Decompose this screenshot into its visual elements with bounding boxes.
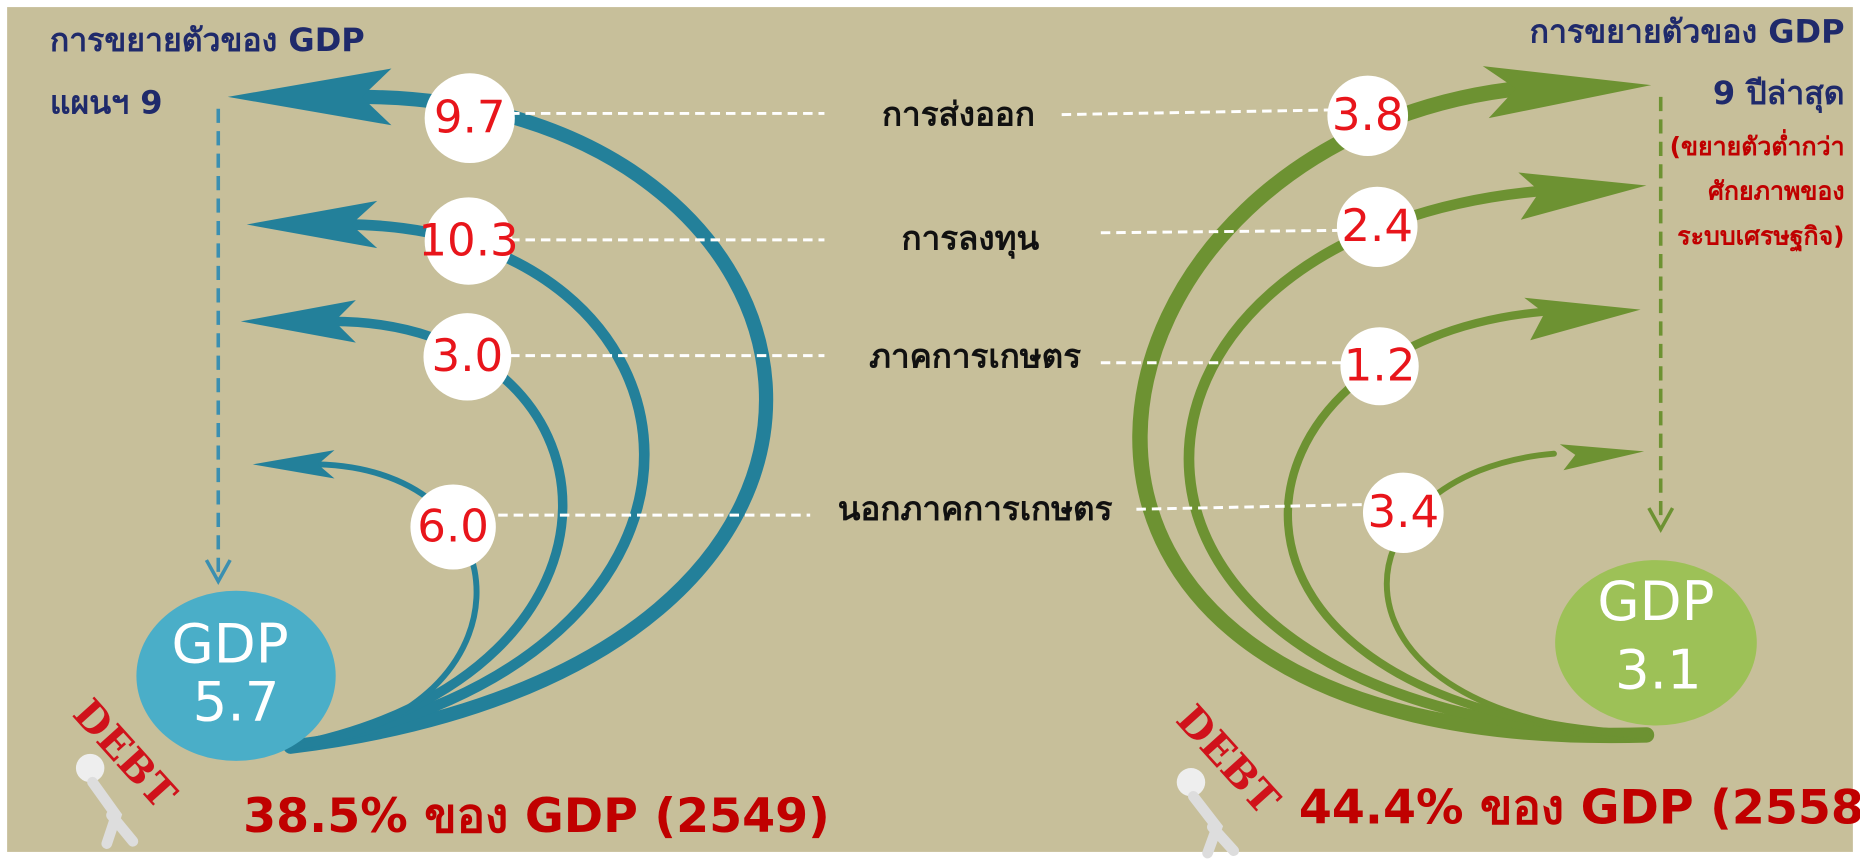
left-subtitle: แผนฯ 9 bbox=[50, 83, 163, 121]
value-circle bbox=[410, 484, 496, 570]
value-circle bbox=[423, 313, 512, 401]
value-circle bbox=[1327, 75, 1409, 156]
arc bbox=[287, 461, 480, 750]
left-title: การขยายตัวของ GDP bbox=[50, 21, 365, 59]
connector bbox=[1100, 228, 1339, 235]
value-circle bbox=[1340, 327, 1419, 406]
value: 6.0 bbox=[417, 499, 489, 552]
value-circle bbox=[1336, 186, 1418, 268]
arc bbox=[283, 89, 773, 754]
sector-label: นอกภาคการเกษตร bbox=[838, 489, 1113, 528]
right-subtitle: 9 ปีล่าสุด bbox=[1713, 74, 1845, 114]
figure-head bbox=[1176, 768, 1206, 797]
sector-label: การลงทุน bbox=[901, 218, 1039, 259]
value: 1.2 bbox=[1344, 339, 1416, 392]
figure-head bbox=[75, 753, 105, 783]
figure-body bbox=[87, 776, 139, 849]
debt-ratio: 38.5% ของ GDP (2549) bbox=[243, 789, 830, 844]
left-arrowheads bbox=[227, 68, 392, 479]
gdp-circle bbox=[1555, 560, 1757, 726]
connectors bbox=[498, 108, 1367, 517]
value: 9.7 bbox=[434, 91, 506, 144]
right-title: การขยายตัวของ GDP bbox=[1530, 13, 1845, 51]
arc bbox=[1383, 450, 1650, 738]
value: 3.0 bbox=[432, 329, 504, 382]
arrowhead bbox=[1518, 172, 1647, 220]
arc bbox=[1283, 307, 1651, 740]
sector-label: ภาคการเกษตร bbox=[869, 337, 1081, 376]
right-note: ศักยภาพของ bbox=[1708, 177, 1844, 206]
right-note: (ขยายตัวต่ำกว่า bbox=[1670, 129, 1845, 161]
value-circle bbox=[1362, 472, 1444, 553]
arrowhead bbox=[1482, 66, 1652, 119]
arrowhead bbox=[204, 559, 232, 585]
value: 10.3 bbox=[418, 213, 518, 266]
arrowhead bbox=[1559, 444, 1645, 471]
arrowhead bbox=[240, 300, 356, 343]
right-note: ระบบเศรษฐกิจ) bbox=[1677, 222, 1844, 253]
arrowhead bbox=[246, 200, 378, 249]
arrowhead bbox=[252, 450, 335, 479]
gdp-circle bbox=[136, 590, 336, 761]
right-arrowheads bbox=[1482, 66, 1652, 471]
value-circle bbox=[424, 197, 513, 285]
left-values: 9.7 10.3 3.0 6.0 bbox=[410, 73, 519, 570]
value: 3.4 bbox=[1367, 485, 1439, 538]
gdp-value: 5.7 bbox=[193, 670, 280, 734]
debt-ratio: 44.4% ของ GDP (2558) bbox=[1299, 781, 1860, 836]
gdp-label: GDP bbox=[1597, 569, 1714, 633]
connector bbox=[1136, 503, 1367, 511]
value-circle bbox=[424, 73, 515, 164]
arrowhead bbox=[1647, 507, 1675, 533]
arrowhead bbox=[227, 68, 392, 126]
gdp-label: GDP bbox=[172, 612, 289, 676]
value: 3.8 bbox=[1332, 88, 1404, 141]
figure-body bbox=[1188, 791, 1240, 859]
sector-label: การส่งออก bbox=[882, 94, 1035, 133]
gdp-value: 3.1 bbox=[1615, 638, 1702, 702]
right-values: 3.8 2.4 1.2 3.4 bbox=[1327, 75, 1444, 553]
arrowhead bbox=[1524, 297, 1641, 341]
value: 2.4 bbox=[1341, 199, 1413, 252]
